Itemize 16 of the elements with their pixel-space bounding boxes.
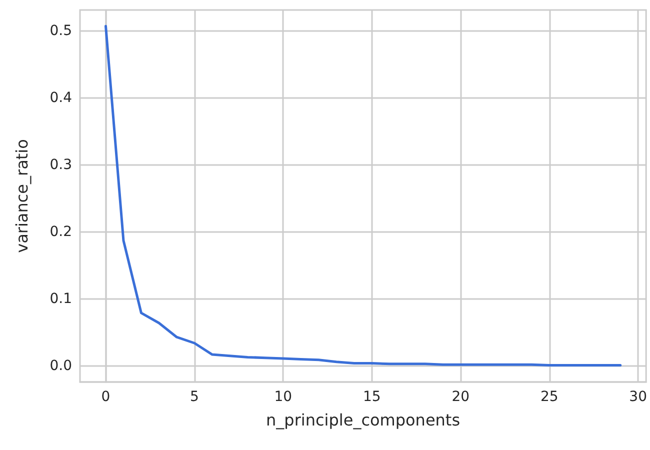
x-tick-label: 20	[452, 389, 470, 405]
y-axis-title: variance_ratio	[12, 139, 32, 253]
x-tick-label: 5	[190, 389, 199, 405]
y-tick-label: 0.4	[50, 90, 72, 106]
y-tick-label: 0.3	[50, 156, 72, 173]
y-tick-label: 0.0	[50, 358, 72, 374]
y-tick-label: 0.5	[50, 22, 72, 39]
x-axis-title: n_principle_components	[266, 410, 460, 430]
y-tick-label: 0.2	[50, 224, 72, 240]
x-tick-label: 25	[540, 389, 558, 405]
y-tick-label: 0.1	[50, 290, 72, 307]
line-series	[104, 24, 622, 366]
x-tick-label: 30	[629, 389, 648, 405]
x-tick-label: 15	[363, 389, 381, 405]
x-tick-label: 0	[101, 389, 110, 405]
x-tick-label: 10	[274, 389, 292, 405]
